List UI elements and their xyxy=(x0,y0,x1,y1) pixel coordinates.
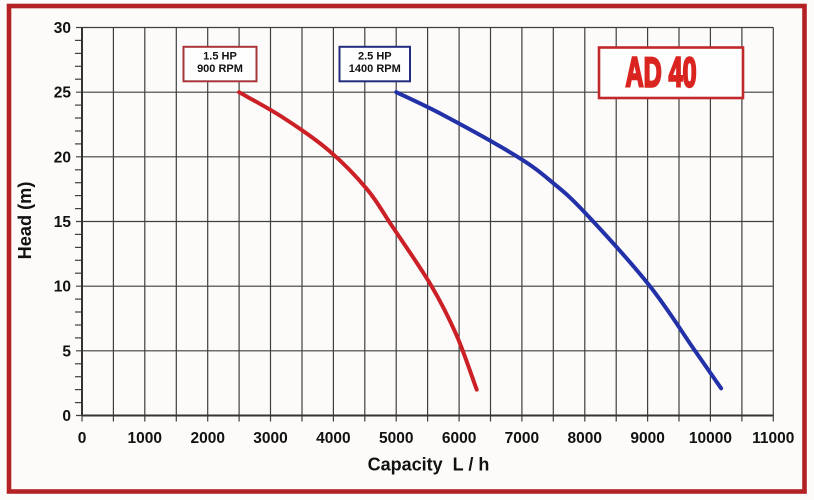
svg-text:5: 5 xyxy=(62,343,71,360)
svg-text:900 RPM: 900 RPM xyxy=(197,63,243,75)
svg-text:9000: 9000 xyxy=(630,430,664,447)
svg-text:Head (m): Head (m) xyxy=(15,182,35,260)
svg-text:3000: 3000 xyxy=(253,430,287,447)
svg-text:4000: 4000 xyxy=(316,430,350,447)
svg-text:10000: 10000 xyxy=(689,430,732,447)
svg-text:30: 30 xyxy=(54,20,71,37)
svg-text:25: 25 xyxy=(54,85,72,102)
svg-text:Capacity L / h: Capacity L / h xyxy=(368,455,490,475)
svg-text:1400 RPM: 1400 RPM xyxy=(349,63,401,75)
svg-text:2.5 HP: 2.5 HP xyxy=(358,50,392,62)
svg-text:20: 20 xyxy=(54,149,71,166)
svg-text:0: 0 xyxy=(62,408,71,425)
svg-text:1000: 1000 xyxy=(128,430,162,447)
svg-text:7000: 7000 xyxy=(505,430,539,447)
svg-text:1.5 HP: 1.5 HP xyxy=(203,50,237,62)
svg-text:AD 40: AD 40 xyxy=(625,50,696,96)
svg-text:11000: 11000 xyxy=(752,430,794,447)
svg-text:2000: 2000 xyxy=(190,430,224,447)
svg-text:8000: 8000 xyxy=(568,430,602,447)
svg-text:10: 10 xyxy=(54,279,71,296)
svg-text:15: 15 xyxy=(54,214,72,231)
svg-text:0: 0 xyxy=(78,430,87,447)
svg-text:5000: 5000 xyxy=(379,430,413,447)
svg-text:6000: 6000 xyxy=(442,430,476,447)
